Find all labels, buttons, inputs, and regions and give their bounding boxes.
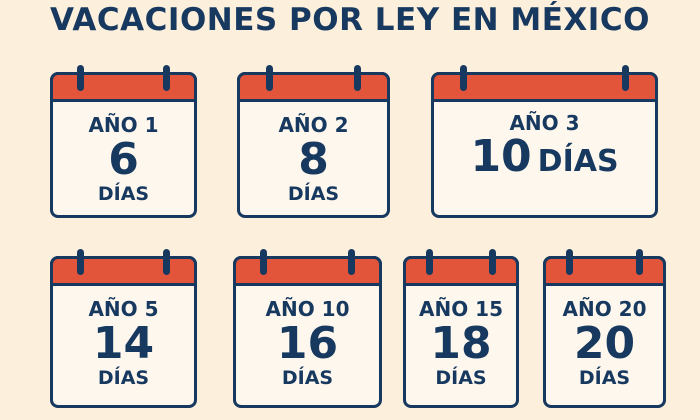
calendar-days-number: 10 <box>470 131 532 182</box>
ring-icon <box>566 249 573 275</box>
calendar-days-number: 6 <box>108 134 139 185</box>
ring-icon <box>77 65 84 91</box>
ring-icon <box>354 65 361 91</box>
calendar-days-unit: DÍAS <box>97 183 150 205</box>
ring-icon <box>77 249 84 275</box>
ring-icon <box>163 249 170 275</box>
calendar-year-label: AÑO 5 <box>88 297 159 321</box>
page-title: VACACIONES POR LEY EN MÉXICO <box>50 2 650 38</box>
calendar-year-label: AÑO 10 <box>265 297 350 321</box>
calendar-year-1: AÑO 1 6 DÍAS <box>50 65 197 218</box>
calendar-days-number: 8 <box>298 134 329 185</box>
calendar-year-3: AÑO 3 10 DÍAS <box>431 65 658 218</box>
calendar-year-15: AÑO 15 18 DÍAS <box>403 249 519 408</box>
calendar-header <box>50 72 197 102</box>
calendar-header <box>50 256 197 286</box>
calendar-year-label: AÑO 2 <box>278 113 349 137</box>
calendar-year-label: AÑO 3 <box>509 111 580 135</box>
ring-icon <box>163 65 170 91</box>
calendar-days-number: 18 <box>430 318 492 369</box>
calendar-days-unit: DÍAS <box>287 183 340 205</box>
ring-icon <box>460 65 467 91</box>
calendar-header <box>237 72 390 102</box>
ring-icon <box>260 249 267 275</box>
calendar-year-10: AÑO 10 16 DÍAS <box>233 249 382 408</box>
calendar-header <box>431 72 658 102</box>
calendar-year-label: AÑO 20 <box>562 297 647 321</box>
calendar-days-number: 16 <box>276 318 339 369</box>
calendar-days-unit: DÍAS <box>97 367 150 389</box>
calendar-year-20: AÑO 20 20 DÍAS <box>543 249 666 408</box>
calendar-year-label: AÑO 1 <box>88 113 159 137</box>
calendar-days-number: 14 <box>92 318 155 369</box>
calendar-header <box>543 256 666 286</box>
calendar-days-unit: DÍAS <box>578 367 631 389</box>
calendar-header <box>233 256 382 286</box>
ring-icon <box>348 249 355 275</box>
calendar-year-2: AÑO 2 8 DÍAS <box>237 65 390 218</box>
calendar-header <box>403 256 519 286</box>
calendar-year-label: AÑO 15 <box>418 297 503 321</box>
calendar-year-5: AÑO 5 14 DÍAS <box>50 249 197 408</box>
calendar-days-unit: DÍAS <box>281 367 334 389</box>
ring-icon <box>622 65 629 91</box>
ring-icon <box>489 249 496 275</box>
ring-icon <box>426 249 433 275</box>
ring-icon <box>266 65 273 91</box>
calendar-days-unit: DÍAS <box>537 144 619 179</box>
calendar-days-number: 20 <box>573 318 636 369</box>
calendar-days-unit: DÍAS <box>435 367 487 389</box>
ring-icon <box>636 249 643 275</box>
